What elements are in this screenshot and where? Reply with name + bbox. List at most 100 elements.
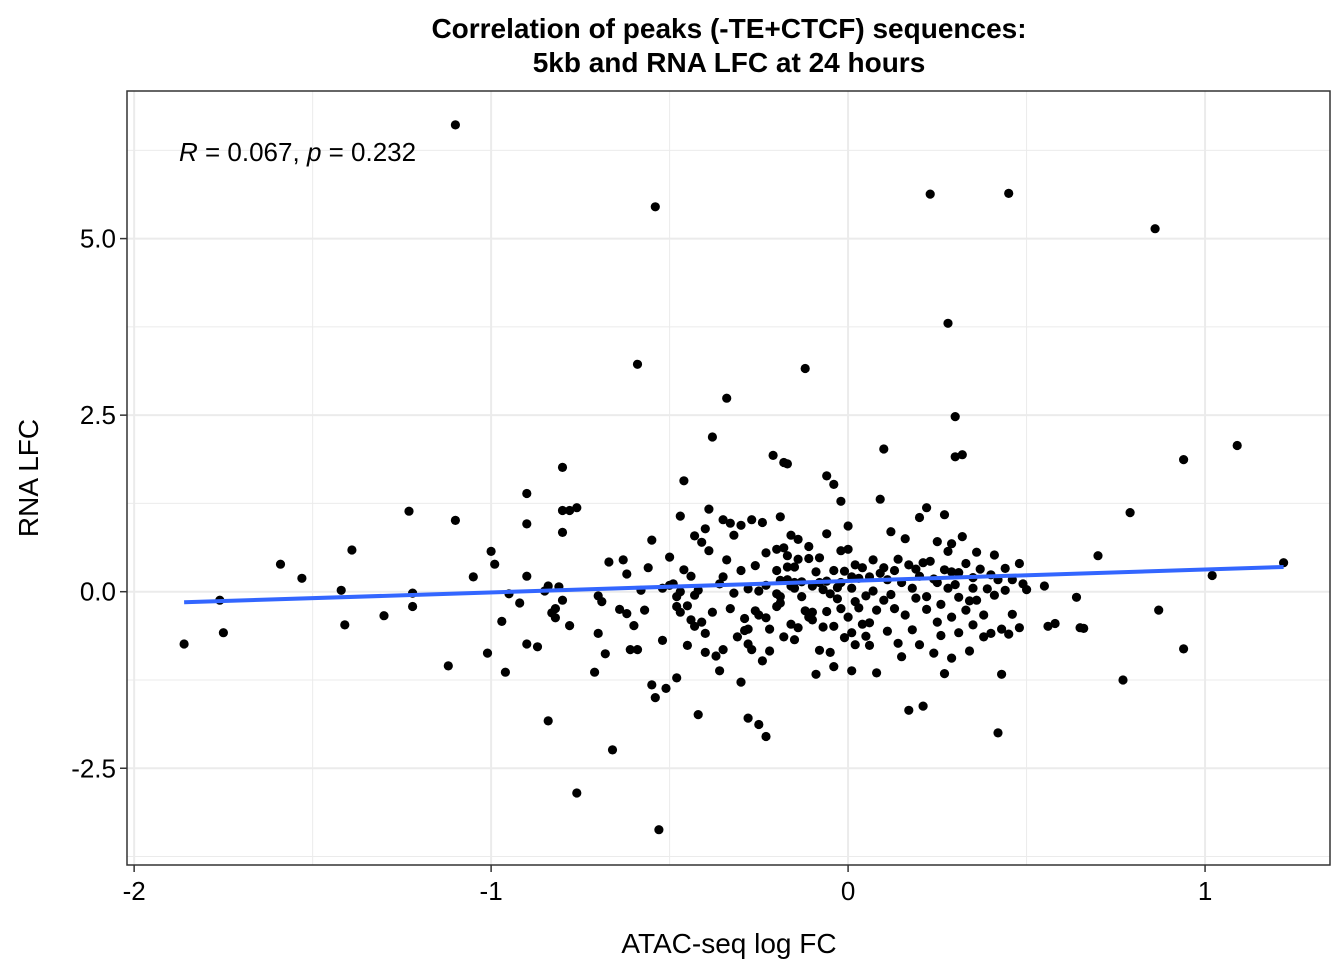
data-point xyxy=(707,432,718,442)
data-point xyxy=(522,488,532,499)
data-point xyxy=(718,515,728,525)
data-point xyxy=(515,598,525,608)
data-point xyxy=(829,662,839,672)
data-point xyxy=(893,554,903,564)
data-point xyxy=(832,594,843,604)
data-point xyxy=(557,527,568,538)
data-point xyxy=(993,728,1003,738)
data-point xyxy=(640,605,650,615)
data-point xyxy=(807,607,818,617)
data-point xyxy=(654,825,664,835)
data-point xyxy=(997,669,1007,679)
data-point xyxy=(786,619,796,629)
data-point xyxy=(889,604,900,614)
data-point xyxy=(943,546,953,557)
data-point xyxy=(836,604,846,614)
data-point xyxy=(1014,558,1024,569)
data-point xyxy=(557,505,568,516)
data-point xyxy=(604,557,614,567)
data-point xyxy=(829,621,839,631)
data-point xyxy=(765,624,775,634)
data-point xyxy=(450,515,460,526)
x-axis-ticks: -2 -1 0 1 xyxy=(123,865,1212,906)
data-point xyxy=(964,646,975,656)
data-point xyxy=(850,640,860,650)
data-point xyxy=(347,545,357,555)
data-point xyxy=(957,532,967,542)
data-point xyxy=(729,530,739,540)
data-point xyxy=(975,564,985,574)
data-point xyxy=(900,610,910,620)
data-point xyxy=(932,537,942,547)
data-point xyxy=(939,565,950,575)
data-point xyxy=(686,571,696,581)
y-axis-title: RNA LFC xyxy=(13,419,44,537)
data-point xyxy=(864,618,875,628)
data-point xyxy=(647,680,657,690)
data-point xyxy=(750,561,760,571)
data-point xyxy=(1154,605,1164,615)
data-point xyxy=(486,546,496,557)
data-point xyxy=(693,585,703,595)
data-point xyxy=(768,450,778,460)
y-tick-label: -2.5 xyxy=(71,753,116,783)
data-point xyxy=(1150,224,1160,234)
p-symbol: p xyxy=(306,137,321,167)
data-point xyxy=(718,572,728,582)
data-point xyxy=(886,527,896,537)
data-point xyxy=(632,645,643,655)
data-point xyxy=(443,661,453,671)
data-point xyxy=(700,524,710,534)
data-point xyxy=(800,363,810,374)
data-point xyxy=(907,625,917,635)
data-point xyxy=(657,635,668,646)
data-point xyxy=(1004,629,1014,639)
y-tick-label: 2.5 xyxy=(80,400,116,430)
data-point xyxy=(1071,592,1082,602)
data-point xyxy=(864,640,875,651)
data-point xyxy=(622,609,632,619)
data-point xyxy=(872,668,882,678)
data-point xyxy=(600,649,610,659)
plot-border xyxy=(126,90,1331,866)
data-point xyxy=(836,546,846,556)
data-point xyxy=(661,683,671,694)
data-point xyxy=(882,626,893,636)
data-point xyxy=(607,745,618,755)
data-point xyxy=(843,544,853,554)
data-point xyxy=(793,534,803,545)
data-point xyxy=(743,713,753,723)
data-point xyxy=(789,583,800,593)
data-point xyxy=(936,599,946,610)
data-point xyxy=(725,604,735,614)
data-point xyxy=(918,701,928,711)
data-point xyxy=(704,546,714,556)
y-tick-label: 0.0 xyxy=(80,577,116,607)
data-point xyxy=(1093,551,1103,561)
data-point xyxy=(736,677,746,687)
data-point xyxy=(707,607,718,617)
data-point xyxy=(729,588,739,598)
data-point xyxy=(682,640,693,651)
data-point xyxy=(854,603,864,613)
data-point xyxy=(861,591,871,601)
data-point xyxy=(925,189,935,199)
data-point xyxy=(1000,585,1010,595)
data-point xyxy=(789,562,800,572)
data-point xyxy=(775,512,785,522)
data-point xyxy=(557,595,568,605)
data-point xyxy=(868,555,878,565)
data-point xyxy=(754,610,764,620)
data-point xyxy=(914,512,925,523)
data-point xyxy=(565,505,575,516)
data-point xyxy=(1007,609,1017,619)
data-point xyxy=(740,613,750,624)
data-point xyxy=(922,604,932,615)
data-point xyxy=(1039,581,1049,591)
data-point xyxy=(693,710,703,720)
data-point xyxy=(679,565,689,575)
data-points xyxy=(179,120,1289,835)
data-point xyxy=(847,666,857,676)
data-point xyxy=(957,450,967,460)
